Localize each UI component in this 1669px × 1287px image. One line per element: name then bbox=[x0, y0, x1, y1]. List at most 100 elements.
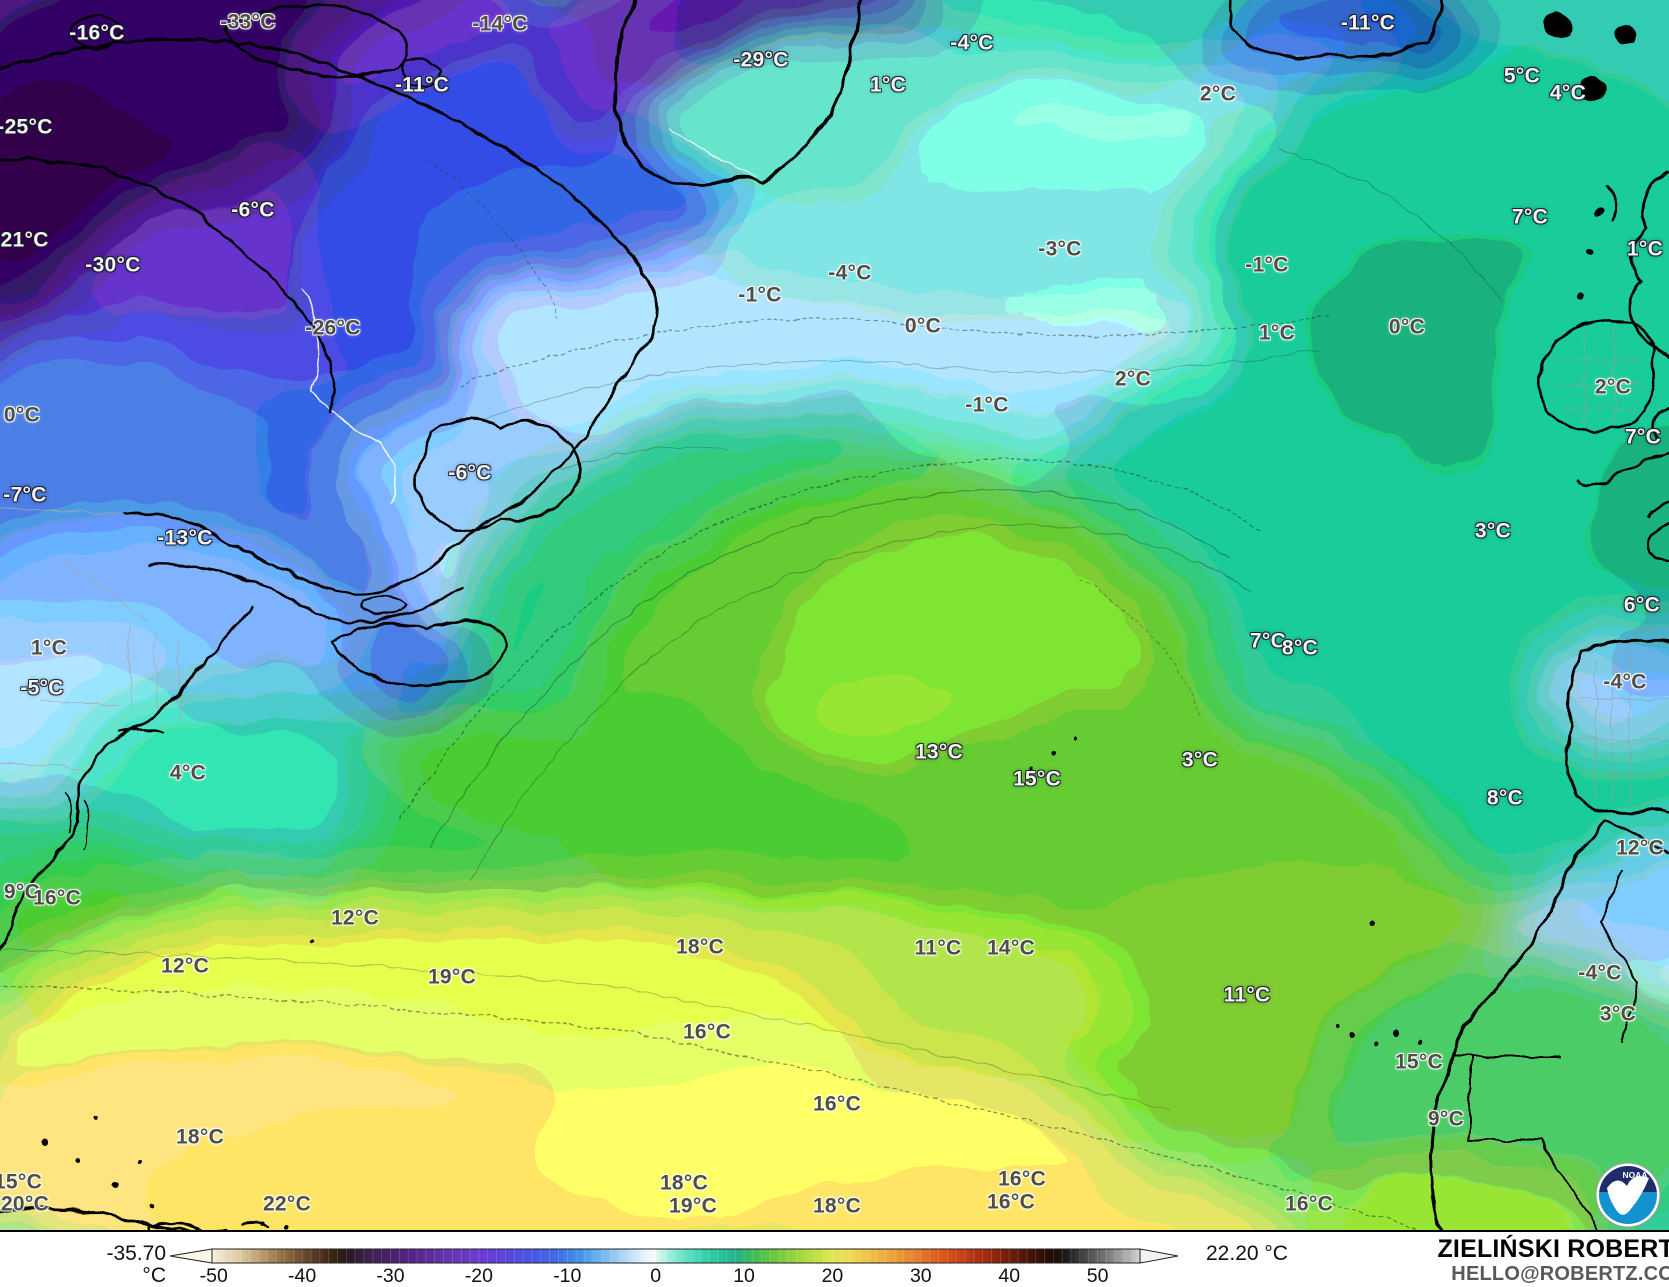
temp-label: 15°C bbox=[1012, 767, 1062, 791]
colorbar-gradient bbox=[211, 1248, 1141, 1264]
temp-label: -6°C bbox=[231, 198, 275, 222]
temperature-field-svg bbox=[0, 0, 1669, 1230]
temp-label: -1°C bbox=[738, 283, 782, 307]
temp-label: -1°C bbox=[1245, 253, 1289, 277]
temp-label: 7°C bbox=[1624, 425, 1662, 449]
temp-label: 4°C bbox=[169, 761, 207, 785]
noaa-logo: NOAA bbox=[1595, 1162, 1661, 1228]
temp-label: -4°C bbox=[950, 31, 994, 55]
colorbar-max-label: 22.20 °C bbox=[1206, 1242, 1288, 1265]
temp-label: 9°C bbox=[3, 880, 41, 904]
temp-label: 2°C bbox=[1199, 82, 1237, 106]
temp-label: -21°C bbox=[0, 228, 49, 252]
colorbar-min-label: -35.70 °C bbox=[106, 1242, 166, 1287]
temp-label: 13°C bbox=[914, 740, 964, 764]
attribution-email: HELLO@ROBERTZ.CO bbox=[1451, 1263, 1669, 1285]
colorbar-tick: 10 bbox=[733, 1265, 755, 1287]
colorbar-tick: -30 bbox=[376, 1265, 404, 1287]
colorbar-tick: -10 bbox=[553, 1265, 581, 1287]
temp-label: 1°C bbox=[30, 636, 68, 660]
temp-label: 11°C bbox=[914, 936, 962, 960]
noaa-bird-icon bbox=[1607, 1176, 1649, 1215]
temp-label: 19°C bbox=[427, 965, 477, 989]
noaa-logo-svg: NOAA bbox=[1595, 1162, 1661, 1228]
temp-label: 2°C bbox=[1114, 367, 1152, 391]
colorbar-ticks: -50 -40 -30 -20 -10 0 10 20 30 40 50 bbox=[200, 1265, 1109, 1287]
temp-label: 19°C bbox=[668, 1194, 718, 1218]
temp-label: 8°C bbox=[1486, 786, 1524, 810]
temp-label: -5°C bbox=[20, 676, 64, 700]
colorbar-tick: -50 bbox=[200, 1265, 228, 1287]
temp-label: 15°C bbox=[0, 1170, 43, 1194]
colorbar-tick: 50 bbox=[1087, 1265, 1109, 1287]
temp-label: -4°C bbox=[828, 261, 872, 285]
temp-label: 22°C bbox=[262, 1192, 312, 1216]
temp-label: 0°C bbox=[904, 314, 942, 338]
temp-label: 18°C bbox=[812, 1194, 862, 1218]
temp-label: 6°C bbox=[1623, 593, 1661, 617]
temp-label: -14°C bbox=[472, 12, 528, 36]
temp-label: 0°C bbox=[3, 403, 41, 427]
temp-label: -4°C bbox=[1603, 670, 1647, 694]
attribution: ZIELIŃSKI ROBERT HELLO@ROBERTZ.CO bbox=[1437, 1235, 1669, 1286]
temp-label: -26°C bbox=[305, 316, 361, 340]
temp-label: 7°C bbox=[1511, 205, 1549, 229]
temp-label: 5°C bbox=[1503, 64, 1541, 88]
colorbar-tick: 40 bbox=[998, 1265, 1020, 1287]
colorbar-tick: 20 bbox=[822, 1265, 844, 1287]
footer: -50 -40 -30 -20 -10 0 10 20 30 40 50 -35.70 °C 22.… bbox=[0, 1232, 1669, 1287]
temp-label: -4°C bbox=[1578, 961, 1622, 985]
temp-label: 3°C bbox=[1599, 1002, 1637, 1026]
colorbar-left-arrow bbox=[169, 1248, 213, 1264]
temperature-labels: -16°C -33°C -14°C -29°C -4°C 1°C -11°C 2°C 5°C 4°… bbox=[0, 10, 1665, 1218]
temp-label: 1°C bbox=[869, 73, 907, 97]
temp-label: 1°C bbox=[1258, 321, 1296, 345]
colorbar-tick: -20 bbox=[465, 1265, 493, 1287]
temp-label: -11°C bbox=[1340, 11, 1396, 35]
temp-label: 18°C bbox=[175, 1125, 225, 1149]
temp-label: 1°C bbox=[1626, 237, 1664, 261]
temp-label: 16°C bbox=[986, 1190, 1036, 1214]
colorbar-tick: 0 bbox=[650, 1265, 661, 1287]
temp-label: -25°C bbox=[0, 115, 53, 139]
temp-label: 16°C bbox=[1284, 1192, 1334, 1216]
temp-label: 12°C bbox=[1615, 836, 1665, 860]
temp-label: 16°C bbox=[32, 886, 82, 910]
temp-label: 16°C bbox=[812, 1092, 862, 1116]
colorbar-segments bbox=[213, 1249, 1134, 1263]
temp-label: 7°C bbox=[1249, 629, 1287, 653]
temp-label: 20°C bbox=[0, 1192, 50, 1216]
temp-label: -29°C bbox=[733, 48, 789, 72]
temp-label: 0°C bbox=[1388, 315, 1426, 339]
temp-label: 8°C bbox=[1281, 636, 1319, 660]
temp-label: 16°C bbox=[682, 1020, 732, 1044]
temp-label: -3°C bbox=[1038, 237, 1082, 261]
temp-label: -30°C bbox=[85, 253, 141, 277]
temp-label: 3°C bbox=[1474, 519, 1512, 543]
temp-label: 11°C bbox=[1223, 983, 1271, 1007]
temp-label: -13°C bbox=[157, 526, 213, 550]
temp-label: -7°C bbox=[3, 483, 47, 507]
temp-label: 18°C bbox=[675, 935, 725, 959]
temp-label: 12°C bbox=[160, 954, 210, 978]
temp-label: 18°C bbox=[659, 1171, 709, 1195]
temp-label: -11°C bbox=[394, 73, 450, 97]
noaa-logo-text: NOAA bbox=[1622, 1170, 1647, 1180]
temp-label: 16°C bbox=[997, 1167, 1047, 1191]
temp-label: -33°C bbox=[220, 10, 276, 34]
map-canvas: -16°C -33°C -14°C -29°C -4°C 1°C -11°C 2°C 5°C 4°… bbox=[0, 0, 1669, 1232]
temp-label: 2°C bbox=[1594, 375, 1632, 399]
temp-label: -6°C bbox=[448, 461, 492, 485]
temp-label: 14°C bbox=[986, 936, 1036, 960]
temp-label: -16°C bbox=[69, 21, 125, 45]
temp-label: -1°C bbox=[965, 393, 1009, 417]
colorbar-right-arrow bbox=[1139, 1248, 1179, 1264]
temp-label: 12°C bbox=[330, 906, 380, 930]
temp-label: 4°C bbox=[1549, 81, 1587, 105]
temperature-field bbox=[0, 0, 1669, 1230]
colorbar-tick: 30 bbox=[910, 1265, 932, 1287]
coastlines bbox=[0, 0, 1669, 1230]
colorbar: -50 -40 -30 -20 -10 0 10 20 30 40 50 bbox=[169, 1248, 1179, 1287]
colorbar-tick: -40 bbox=[288, 1265, 316, 1287]
